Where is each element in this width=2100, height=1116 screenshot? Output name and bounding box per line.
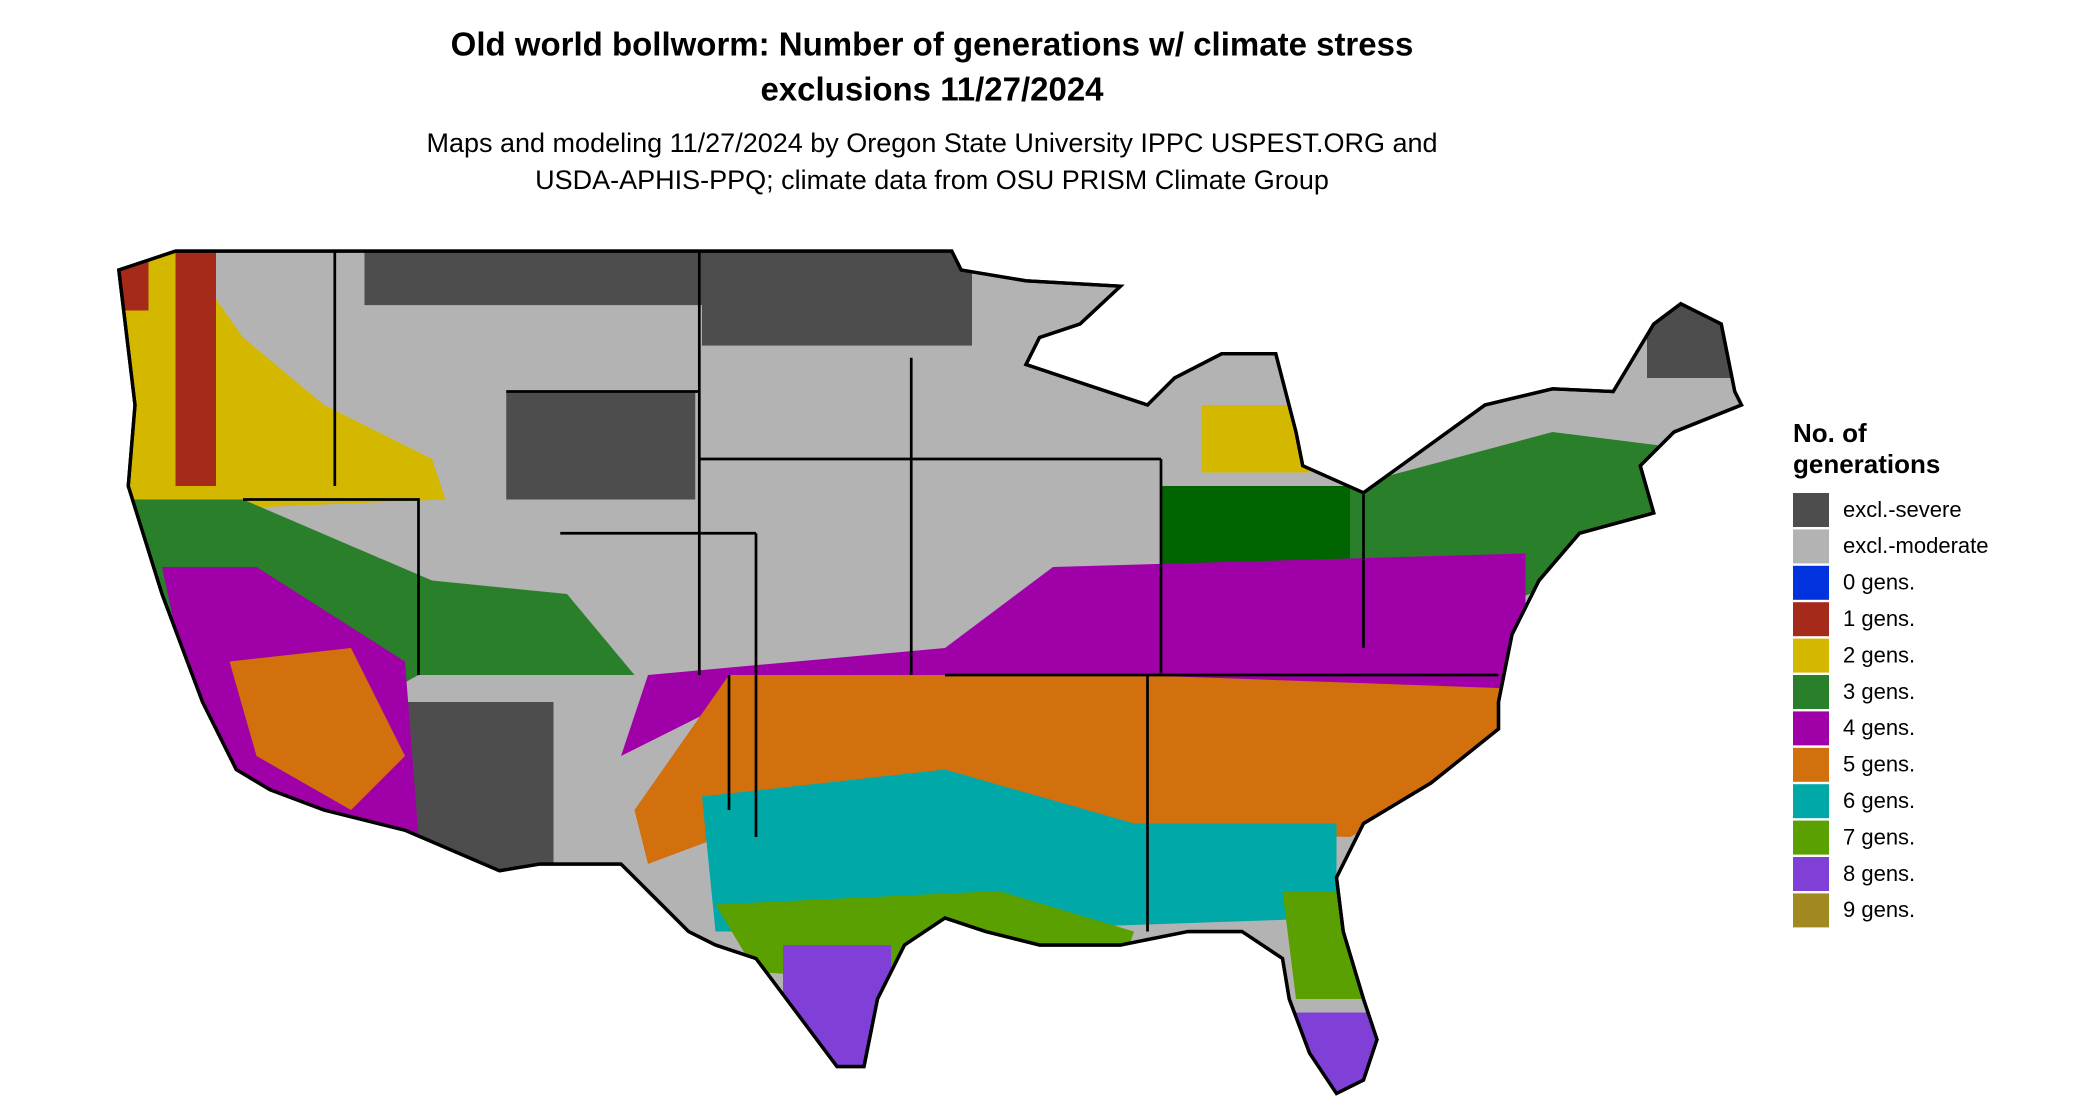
legend-label: 9 gens. xyxy=(1843,897,1915,922)
legend-title: No. of xyxy=(1793,418,1867,448)
legend-label: 1 gens. xyxy=(1843,606,1915,631)
legend-swatch xyxy=(1793,820,1829,855)
legend-swatch xyxy=(1793,711,1829,746)
legend-label: excl.-severe xyxy=(1843,497,1962,522)
legend-swatch xyxy=(1793,638,1829,673)
legend-title: generations xyxy=(1793,449,1940,479)
legend-label: 6 gens. xyxy=(1843,788,1915,813)
legend-label: 7 gens. xyxy=(1843,824,1915,849)
legend-label: 4 gens. xyxy=(1843,715,1915,740)
title-line: exclusions 11/27/2024 xyxy=(760,71,1104,108)
legend-label: 5 gens. xyxy=(1843,752,1915,777)
us-map xyxy=(116,249,1744,1096)
subtitle-line: Maps and modeling 11/27/2024 by Oregon S… xyxy=(426,128,1437,158)
legend-swatch xyxy=(1793,675,1829,709)
subtitle-line: USDA-APHIS-PPQ; climate data from OSU PR… xyxy=(535,165,1329,195)
legend-label: 0 gens. xyxy=(1843,570,1915,595)
legend-swatch xyxy=(1793,529,1829,564)
title-line: Old world bollworm: Number of generation… xyxy=(451,26,1414,63)
legend: excl.-severe excl.-moderate 0 gens. 1 gens.… xyxy=(1793,493,1989,928)
country-outline xyxy=(116,249,1744,1096)
legend-label: 8 gens. xyxy=(1843,861,1915,886)
legend-label: 2 gens. xyxy=(1843,642,1915,667)
legend-swatch xyxy=(1793,602,1829,637)
legend-swatch xyxy=(1793,784,1829,819)
legend-label: excl.-moderate xyxy=(1843,533,1989,558)
legend-swatch xyxy=(1793,565,1829,600)
legend-label: 3 gens. xyxy=(1843,679,1915,704)
state-borders xyxy=(243,251,1499,932)
legend-swatch xyxy=(1793,893,1829,928)
legend-swatch xyxy=(1793,747,1829,782)
legend-swatch xyxy=(1793,493,1829,527)
legend-swatch xyxy=(1793,857,1829,891)
